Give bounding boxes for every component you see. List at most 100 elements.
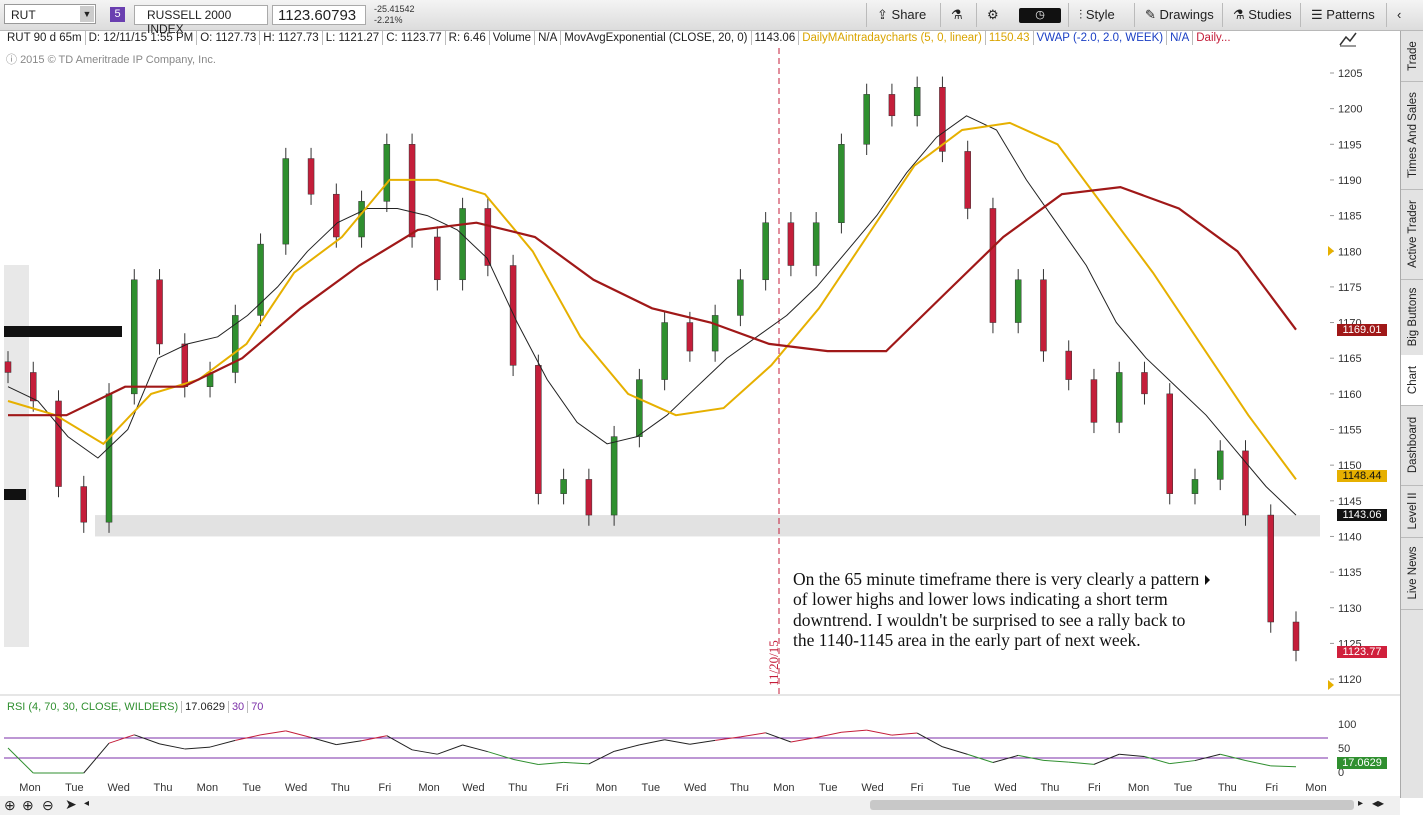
candle-body[interactable] — [1292, 621, 1300, 651]
crosshair-icon[interactable]: ⊕ — [4, 797, 16, 813]
candle-body[interactable] — [131, 279, 138, 395]
tab-level-ii[interactable]: Level II — [1401, 485, 1423, 538]
expand-icon[interactable]: ◂▸ — [1372, 796, 1385, 810]
candle-body[interactable] — [282, 158, 290, 245]
daily-ma-line[interactable] — [7, 121, 1297, 480]
tab-big-buttons[interactable]: Big Buttons — [1401, 279, 1423, 356]
tab-dashboard[interactable]: Dashboard — [1401, 405, 1423, 486]
candle-body[interactable] — [1065, 350, 1072, 380]
candle-body[interactable] — [737, 279, 744, 316]
lab-button[interactable]: ⚗ — [940, 3, 976, 27]
support-zone[interactable] — [95, 515, 1320, 537]
candle-body[interactable] — [535, 365, 542, 494]
tab-times-and-sales[interactable]: Times And Sales — [1401, 81, 1423, 190]
ema-study-label[interactable]: MovAvgExponential (CLOSE, 20, 0) — [561, 31, 752, 45]
daily-study-label[interactable]: Daily... — [1196, 32, 1231, 44]
candle-body[interactable] — [1090, 379, 1098, 423]
candle-body[interactable] — [1115, 372, 1123, 423]
candle-body[interactable] — [863, 94, 870, 145]
rsi-segment — [588, 750, 615, 765]
price-arrow-up-icon — [1328, 246, 1334, 256]
candle-body[interactable] — [812, 222, 820, 266]
zoom-in-icon[interactable]: ⊕ — [22, 797, 34, 813]
scroll-left-icon[interactable]: ◂ — [84, 798, 90, 809]
time-axis-label: Fri — [1265, 782, 1278, 794]
candle-body[interactable] — [408, 144, 416, 238]
candle-body[interactable] — [307, 158, 315, 195]
candle-body[interactable] — [156, 279, 163, 345]
candle-body[interactable] — [1141, 372, 1148, 395]
link-badge[interactable]: 5 — [110, 7, 125, 22]
candle-body[interactable] — [1191, 479, 1199, 494]
style-button[interactable]: ⫶ Style — [1068, 3, 1134, 27]
studies-button[interactable]: ⚗ Studies — [1222, 3, 1300, 27]
candle-body[interactable] — [1242, 450, 1249, 516]
scroll-right-icon[interactable]: ▸ — [1358, 798, 1364, 809]
candle-body[interactable] — [383, 144, 391, 202]
candle-body[interactable] — [484, 208, 492, 266]
candle-body[interactable] — [989, 208, 997, 323]
candle-body[interactable] — [964, 151, 971, 209]
candle-body[interactable] — [1216, 450, 1224, 480]
share-button[interactable]: ⇪ Share — [866, 3, 940, 27]
zoom-out-icon[interactable]: ⊖ — [42, 797, 54, 813]
candle-body[interactable] — [787, 222, 795, 266]
candle-body[interactable] — [661, 322, 668, 380]
candle-body[interactable] — [80, 486, 88, 523]
candle-body[interactable] — [181, 343, 189, 387]
slow-ma-line[interactable] — [8, 185, 1297, 417]
clock-icon[interactable]: ◷ — [1019, 8, 1061, 23]
candle-body[interactable] — [55, 400, 62, 487]
bar-range: R: 6.46 — [446, 31, 490, 45]
candle-body[interactable] — [434, 236, 441, 281]
rsi-study-label[interactable]: RSI (4, 70, 30, CLOSE, WILDERS) 17.0629 30… — [4, 701, 266, 713]
rsi-segment — [437, 744, 463, 755]
candle-body[interactable] — [1040, 279, 1047, 352]
chart-type-icon[interactable] — [1338, 31, 1358, 47]
rsi-segment — [1043, 759, 1069, 763]
candle-body[interactable] — [610, 436, 618, 516]
candle-body[interactable] — [762, 222, 769, 281]
candle-body[interactable] — [105, 393, 113, 523]
candle-body[interactable] — [358, 201, 365, 238]
candle-body[interactable] — [585, 479, 593, 516]
candle-body[interactable] — [4, 361, 12, 373]
candle-body[interactable] — [206, 372, 214, 387]
tab-active-trader[interactable]: Active Trader — [1401, 189, 1423, 280]
candle-body[interactable] — [913, 87, 921, 117]
candle-body[interactable] — [459, 208, 466, 281]
settings-button[interactable]: ⚙ — [976, 3, 1012, 27]
candle-body[interactable] — [333, 193, 340, 238]
candle-body[interactable] — [838, 144, 845, 223]
period-label[interactable]: RUT 90 d 65m — [4, 31, 86, 45]
symbol-input[interactable]: RUT ▼ — [4, 4, 96, 24]
tab-chart[interactable]: Chart — [1401, 355, 1423, 406]
candle-body[interactable] — [711, 315, 719, 352]
candle-body[interactable] — [509, 265, 517, 366]
candle-body[interactable] — [560, 479, 567, 494]
candle-body[interactable] — [1014, 279, 1022, 323]
candle-body[interactable] — [30, 372, 37, 402]
candle-body[interactable] — [686, 322, 694, 352]
symbol-dropdown-icon[interactable]: ▼ — [80, 6, 94, 22]
chart-annotation[interactable]: On the 65 minute timeframe there is very… — [793, 569, 1200, 651]
candle-body[interactable] — [939, 87, 946, 152]
patterns-button[interactable]: ☰ Patterns — [1300, 3, 1386, 27]
candle-body[interactable] — [888, 94, 896, 117]
candle-body[interactable] — [636, 379, 643, 437]
tab-trade[interactable]: Trade — [1401, 31, 1423, 82]
cursor-icon[interactable]: ➤ — [65, 796, 77, 812]
horizontal-scrollbar[interactable] — [870, 800, 1354, 810]
tab-live-news[interactable]: Live News — [1401, 537, 1423, 610]
drawings-button[interactable]: ✎ Drawings — [1134, 3, 1222, 27]
ema20-line[interactable] — [7, 115, 1297, 516]
candle-body[interactable] — [257, 243, 264, 316]
candle-body[interactable] — [1267, 514, 1274, 623]
candle-body[interactable] — [232, 315, 239, 373]
collapse-button[interactable]: ‹ — [1386, 3, 1423, 27]
vwap-study-label[interactable]: VWAP (-2.0, 2.0, WEEK) — [1034, 31, 1168, 45]
daily-ma-study-label[interactable]: DailyMAintradaycharts (5, 0, linear) — [799, 31, 986, 45]
candle-body[interactable] — [1166, 393, 1173, 494]
time-axis-label: Tue — [65, 782, 84, 794]
